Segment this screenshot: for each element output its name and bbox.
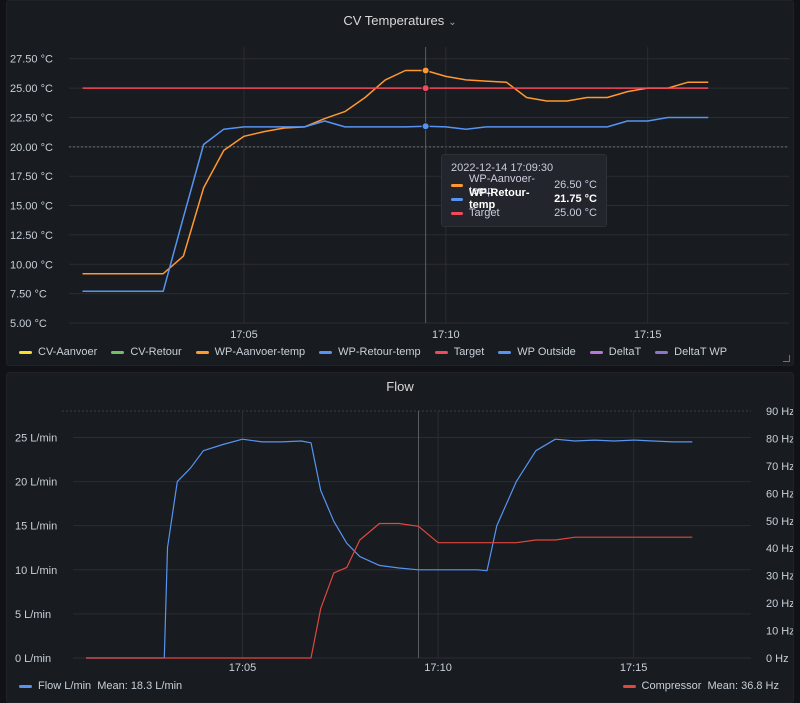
legend-label[interactable]: DeltaT WP: [674, 346, 728, 358]
y-axis-tick: 7.50 °C: [10, 289, 47, 301]
flow-panel: Flow 25 L/min 20 L/min 15 L/min 10 L/min 5 L…: [6, 372, 794, 703]
legend-label[interactable]: WP-Aanvoer-temp: [214, 346, 306, 358]
legend-mean: Mean: 18.3 L/min: [97, 680, 183, 692]
x-axis-tick: 17:10: [432, 329, 460, 341]
legend-label[interactable]: DeltaT: [608, 346, 642, 358]
y-axis-tick: 15.00 °C: [10, 201, 53, 213]
temperature-legend: CV-Aanvoer CV-Retour WP-Aanvoer-temp WP-…: [19, 346, 741, 358]
legend-item-deltat-wp[interactable]: DeltaT WP: [655, 346, 727, 358]
series-swatch: [451, 211, 463, 215]
legend-item-wp-retour-temp[interactable]: WP-Retour-temp: [319, 346, 421, 358]
y-axis-tick: 20 L/min: [15, 477, 57, 489]
legend-label[interactable]: Target: [453, 346, 485, 358]
series-swatch: [19, 350, 32, 354]
y-axis-tick: 5.00 °C: [10, 318, 47, 330]
y2-axis-tick: 30 Hz: [766, 571, 794, 583]
tooltip-series-name: Target: [469, 207, 500, 219]
series-swatch: [655, 350, 669, 354]
tooltip-row-highlighted: WP-Retour-temp 21.75 °C: [451, 187, 597, 211]
legend-label[interactable]: CV-Aanvoer: [38, 346, 98, 358]
legend-item-deltat[interactable]: DeltaT: [589, 346, 642, 358]
y2-axis-tick: 20 Hz: [766, 598, 794, 610]
x-axis-tick: 17:05: [229, 662, 257, 674]
tooltip-row: Target 25.00 °C: [451, 206, 597, 220]
series-swatch: [451, 197, 463, 201]
x-axis-tick: 17:15: [634, 329, 662, 341]
tooltip-row: WP-Aanvoer-temp 26.50 °C: [451, 173, 597, 197]
y-axis-tick: 27.50 °C: [10, 54, 53, 66]
legend-item-compressor[interactable]: Compressor Mean: 36.8 Hz: [622, 680, 779, 692]
y-axis-tick: 17.50 °C: [10, 171, 53, 183]
y-axis-tick: 10 L/min: [15, 565, 57, 577]
y-axis-tick: 12.50 °C: [10, 230, 53, 242]
series-swatch: [195, 350, 209, 354]
y-axis-tick: 0 L/min: [15, 653, 51, 665]
series-swatch: [498, 350, 512, 354]
y2-axis-tick: 70 Hz: [766, 461, 794, 473]
flow-chart[interactable]: 25 L/min 20 L/min 15 L/min 10 L/min 5 L/min 0…: [7, 373, 794, 703]
y2-axis-tick: 60 Hz: [766, 488, 794, 500]
y-axis-tick: 22.50 °C: [10, 112, 53, 124]
series-swatch: [434, 350, 448, 354]
series-line-compressor: [86, 522, 693, 659]
temperature-panel-title[interactable]: CV Temperatures ⌄: [7, 13, 793, 28]
tooltip-time: 2022-12-14 17:09:30: [451, 162, 554, 174]
legend-item-wp-outside[interactable]: WP Outside: [498, 346, 576, 358]
legend-item-flow[interactable]: Flow L/min Mean: 18.3 L/min: [19, 680, 182, 692]
series-swatch: [622, 684, 636, 688]
chart-tooltip: 2022-12-14 17:09:30 WP-Aanvoer-temp 26.5…: [441, 154, 607, 227]
panel-resize-handle[interactable]: [783, 355, 790, 362]
legend-item-wp-aanvoer-temp[interactable]: WP-Aanvoer-temp: [195, 346, 306, 358]
series-line-flow: [86, 438, 693, 659]
y-axis-tick: 5 L/min: [15, 609, 51, 621]
y2-axis-tick: 90 Hz: [766, 406, 794, 418]
legend-mean: Mean: 36.8 Hz: [707, 680, 779, 692]
y2-axis-tick: 0 Hz: [766, 653, 789, 665]
series-swatch: [19, 684, 32, 688]
hover-point: [421, 84, 430, 93]
y-axis-tick: 25.00 °C: [10, 83, 53, 95]
y2-axis-tick: 50 Hz: [766, 516, 794, 528]
y-axis-tick: 10.00 °C: [10, 259, 53, 271]
x-axis-tick: 17:15: [620, 662, 648, 674]
tooltip-series-name: WP-Retour-temp: [469, 187, 530, 211]
legend-label[interactable]: Compressor: [641, 680, 702, 692]
legend-item-target[interactable]: Target: [434, 346, 485, 358]
legend-label[interactable]: Flow L/min: [38, 680, 92, 692]
legend-item-cv-retour[interactable]: CV-Retour: [111, 346, 182, 358]
y2-axis-tick: 40 Hz: [766, 543, 794, 555]
tooltip-series-value: 21.75 °C: [554, 193, 597, 205]
legend-item-cv-aanvoer[interactable]: CV-Aanvoer: [19, 346, 97, 358]
series-swatch: [451, 183, 463, 187]
series-swatch: [589, 350, 603, 354]
flow-legend-right: Compressor Mean: 36.8 Hz: [622, 680, 793, 692]
legend-label[interactable]: WP Outside: [517, 346, 576, 358]
flow-panel-title[interactable]: Flow: [386, 379, 414, 394]
chevron-down-icon[interactable]: ⌄: [448, 17, 457, 28]
legend-label[interactable]: CV-Retour: [130, 346, 182, 358]
temperature-panel: CV Temperatures ⌄ 27.50 °C 25.00 °C 22.50 °…: [6, 0, 794, 366]
tooltip-series-name: WP-Aanvoer-temp: [469, 173, 536, 197]
series-swatch: [319, 350, 333, 354]
x-axis-tick: 17:05: [230, 329, 258, 341]
series-line-wp-aanvoer-temp: [82, 69, 709, 275]
hover-point: [421, 66, 430, 75]
y-axis-tick: 20.00 °C: [10, 142, 53, 154]
temperature-title-text[interactable]: CV Temperatures: [343, 13, 445, 28]
series-line-wp-retour-temp: [82, 116, 709, 293]
tooltip-series-value: 25.00 °C: [554, 207, 597, 219]
legend-label[interactable]: WP-Retour-temp: [338, 346, 421, 358]
temperature-chart[interactable]: 27.50 °C 25.00 °C 22.50 °C 20.00 °C 17.50 °C…: [7, 1, 794, 366]
y-axis-tick: 25 L/min: [15, 432, 57, 444]
y-axis-tick: 15 L/min: [15, 521, 57, 533]
y2-axis-tick: 10 Hz: [766, 626, 794, 638]
flow-legend-left: Flow L/min Mean: 18.3 L/min: [19, 680, 196, 692]
x-axis-tick: 17:10: [424, 662, 452, 674]
tooltip-series-value: 26.50 °C: [554, 179, 597, 191]
y2-axis-tick: 80 Hz: [766, 433, 794, 445]
series-swatch: [111, 350, 125, 354]
hover-point: [421, 122, 430, 131]
